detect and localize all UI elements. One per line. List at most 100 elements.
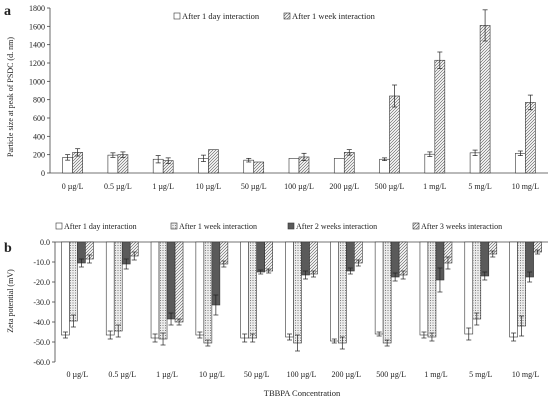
panel-b-bar <box>509 241 518 338</box>
panel-b-bar <box>346 241 355 272</box>
panel-a-bar <box>479 25 491 174</box>
panel-a-chart: a Particle size at peak of PSDC (d. nm) … <box>4 4 548 191</box>
legend-swatch-1day <box>173 12 181 20</box>
panel-a-xtick-label: 100 µg/L <box>284 182 314 191</box>
panel-a-xtick-label: 10 mg/L <box>512 182 539 191</box>
panel-b-xtick-label: 10 µg/L <box>199 370 225 379</box>
panel-a-ytick-label: 800 <box>33 96 45 105</box>
panel-b-bar <box>293 241 302 344</box>
panel-b-bar <box>480 241 490 277</box>
panel-b-ytick-label: -10.0 <box>33 258 50 267</box>
panel-b-bar <box>382 241 392 344</box>
panel-b-xtick-label: 10 mg/L <box>512 370 539 379</box>
panel-b-xlabel: TBBPA Concentration <box>264 388 341 398</box>
panel-b-bar <box>61 241 70 336</box>
panel-a-bar <box>434 59 446 174</box>
panel-a-xticks: 0 µg/L 0.5 µg/L 1 µg/L 10 µg/L 50 µg/L 100 µg… <box>62 182 539 191</box>
panel-b-bar <box>472 241 482 320</box>
legend-b-swatch-3weeks <box>412 222 420 230</box>
panel-a-ylabel: Particle size at peak of PSDC (d. nm) <box>6 37 15 157</box>
panel-a-xtick-label: 500 µg/L <box>375 182 405 191</box>
panel-b-xticks: 0 µg/L 0.5 µg/L 1 µg/L 10 µg/L 50 µg/L 100 µg… <box>67 370 540 379</box>
legend-label-1day: After 1 day interaction <box>182 11 260 21</box>
panel-b-bar <box>285 241 294 338</box>
panel-b-bar <box>419 241 429 336</box>
panel-b-chart: b Zeta potential (mV) After 1 day intera… <box>4 222 548 398</box>
panel-b-ylabel: Zeta potential (mV) <box>6 269 15 333</box>
panel-a-bars <box>62 9 536 174</box>
panel-b-ytick-label: -20.0 <box>33 278 50 287</box>
panel-b-label: b <box>4 241 12 256</box>
panel-b-xtick-label: 500 µg/L <box>376 370 406 379</box>
panel-b-bar <box>256 241 265 273</box>
panel-a-ytick-label: 1200 <box>29 59 45 68</box>
panel-b-bar <box>374 241 384 335</box>
panel-b-xtick-label: 200 µg/L <box>331 370 361 379</box>
panel-b-xtick-label: 0 µg/L <box>67 370 89 379</box>
panel-a-ytick-label: 1000 <box>29 77 45 86</box>
panel-a-label: a <box>4 4 11 19</box>
panel-b-bar <box>248 241 257 339</box>
panel-b-bar <box>203 241 213 344</box>
legend-b-swatch-2weeks <box>287 222 295 230</box>
panel-b-ytick-label: -60.0 <box>33 358 50 367</box>
panel-b-bar <box>398 241 408 276</box>
panel-b-bar <box>105 241 115 336</box>
panel-a-xtick-label: 10 µg/L <box>196 182 222 191</box>
panel-a-ytick-label: 400 <box>33 132 45 141</box>
panel-b-bar <box>390 241 400 278</box>
legend-swatch-1week <box>283 12 291 20</box>
panel-a-axes: 0 200 400 600 800 1000 1200 1400 1600 1800 <box>29 4 548 178</box>
panel-b-bar <box>517 241 526 327</box>
panel-b-bar <box>309 241 318 275</box>
panel-a-bar <box>515 152 526 174</box>
panel-a-ytick-label: 600 <box>33 114 45 123</box>
panel-a-bar <box>208 149 219 174</box>
panel-b-bar <box>264 241 273 272</box>
panel-a-bar <box>288 158 300 174</box>
panel-a-xtick-label: 1 µg/L <box>152 182 174 191</box>
panel-b-xtick-label: 1 mg/L <box>424 370 447 379</box>
panel-a-xtick-label: 50 µg/L <box>241 182 267 191</box>
panel-b-bar <box>158 241 168 340</box>
legend-b-swatch-1day <box>55 222 63 230</box>
panel-b-bar <box>69 241 78 322</box>
panel-b-bar <box>150 241 160 339</box>
panel-b-bar <box>464 241 474 335</box>
panel-b-legend: After 1 day interaction After 1 week int… <box>55 222 502 231</box>
panel-a-ytick-label: 1400 <box>29 41 45 50</box>
panel-b-bar <box>330 241 339 342</box>
panel-a-ytick-label: 1600 <box>29 22 45 31</box>
panel-b-bar <box>301 241 310 276</box>
panel-b-xtick-label: 0.5 µg/L <box>108 370 136 379</box>
panel-b-bars <box>61 241 542 352</box>
panel-a-xtick-label: 1 mg/L <box>423 182 446 191</box>
panel-b-bar <box>427 241 437 338</box>
legend-b-label-3weeks: After 3 weeks interaction <box>421 222 502 231</box>
legend-b-label-1day: After 1 day interaction <box>64 222 137 231</box>
panel-b-ytick-label: 0.0 <box>40 238 50 247</box>
legend-label-1week: After 1 week interaction <box>292 11 376 21</box>
panel-b-bar <box>195 241 205 336</box>
legend-b-label-1week: After 1 week interaction <box>179 222 257 231</box>
panel-a-xtick-label: 0 µg/L <box>62 182 84 191</box>
panel-b-bar <box>174 241 184 323</box>
panel-a-legend: After 1 day interaction After 1 week int… <box>173 11 376 21</box>
panel-b-bar <box>113 241 123 332</box>
panel-a-bar <box>379 158 390 174</box>
legend-b-swatch-1week <box>170 222 178 230</box>
panel-b-xtick-label: 5 mg/L <box>469 370 492 379</box>
panel-a-bar <box>389 95 400 174</box>
panel-a-xtick-label: 5 mg/L <box>468 182 491 191</box>
panel-a-bar <box>107 154 119 174</box>
panel-a-bar <box>525 102 536 174</box>
panel-b-ytick-label: -30.0 <box>33 298 50 307</box>
panel-a-bar <box>253 161 265 174</box>
panel-b-xtick-label: 1 µg/L <box>156 370 178 379</box>
panel-b-ytick-label: -40.0 <box>33 318 50 327</box>
panel-b-bar <box>338 241 347 344</box>
panel-a-bar <box>424 153 436 174</box>
panel-a-xtick-label: 200 µg/L <box>329 182 359 191</box>
panel-a-ytick-label: 1800 <box>29 4 45 13</box>
